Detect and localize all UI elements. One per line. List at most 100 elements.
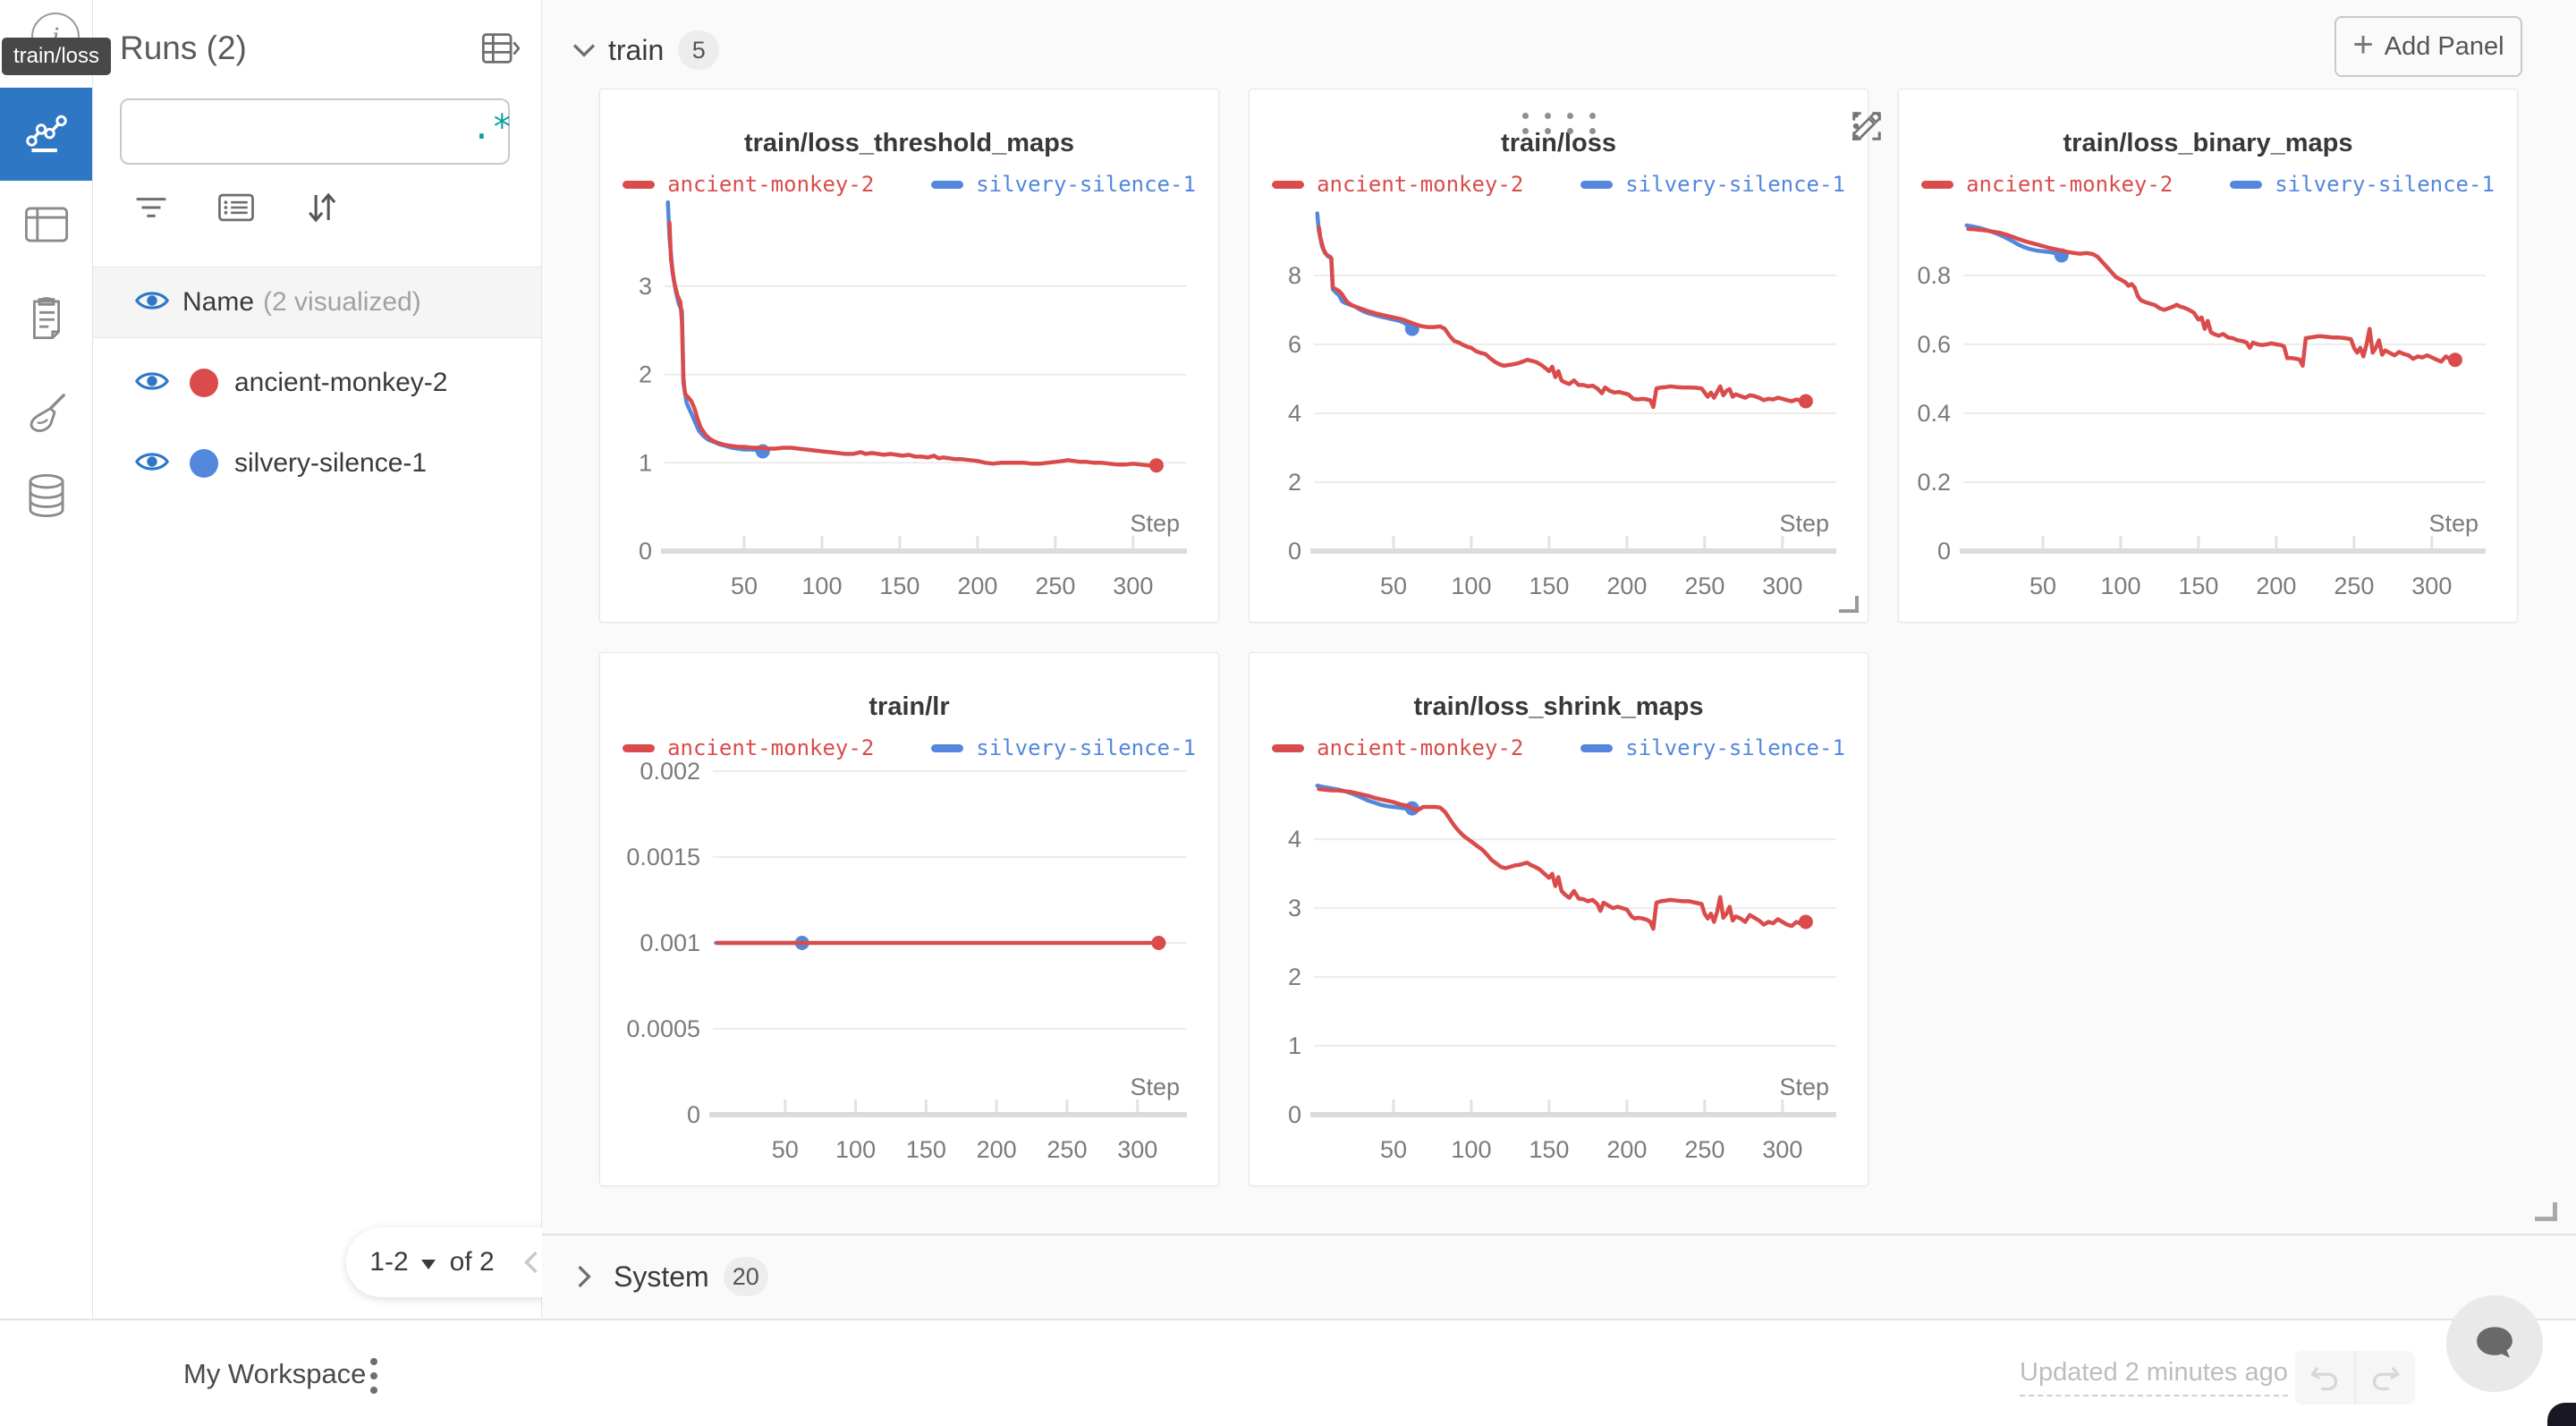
run-row-ancient-monkey-2[interactable]: ancient-monkey-2 [93, 351, 541, 415]
run-color-dot[interactable] [190, 369, 218, 397]
chart-panel-train/lr[interactable]: train/lr ancient-monkey-2 silvery-silence-… [599, 652, 1219, 1186]
chart-canvas[interactable]: 0 0.2 0.4 0.6 0.8 50 100 150 200 250 300 Step [1899, 89, 2519, 624]
sidebar-item-sweeps[interactable] [0, 368, 92, 461]
regex-toggle-icon[interactable]: .* [471, 107, 513, 147]
runs-name-header-row[interactable]: Name (2 visualized) [93, 267, 541, 338]
x-tick-label: 250 [1046, 1136, 1087, 1163]
x-tick-label: 150 [906, 1136, 946, 1163]
workspace-menu-icon[interactable] [365, 1353, 383, 1399]
x-tick-label: 150 [879, 573, 919, 599]
run-row-silvery-silence-1[interactable]: silvery-silence-1 [93, 431, 541, 496]
chart-panel-train/loss_threshold_maps[interactable]: train/loss_threshold_maps ancient-monkey-… [599, 89, 1219, 623]
add-panel-label: Add Panel [2384, 31, 2504, 61]
eye-icon[interactable] [134, 287, 170, 318]
group-list-icon[interactable] [216, 191, 256, 229]
chart-panel-train/loss_binary_maps[interactable]: train/loss_binary_maps ancient-monkey-2 si… [1898, 89, 2518, 623]
expand-table-button[interactable] [480, 30, 520, 66]
redo-button[interactable] [2356, 1351, 2415, 1405]
x-tick-label: 300 [2411, 573, 2452, 599]
legend-item-ancient-monkey-2: ancient-monkey-2 [1272, 735, 1523, 760]
undo-icon [2310, 1367, 2338, 1391]
x-tick-label: 100 [801, 573, 842, 599]
eye-icon[interactable] [134, 448, 170, 480]
prev-page-icon[interactable] [520, 1249, 543, 1276]
series-line-ancient-monkey-2 [1317, 225, 1809, 410]
x-tick-label: 200 [2256, 573, 2296, 599]
x-tick-label: 200 [1606, 1136, 1647, 1163]
line-chart-icon [23, 109, 70, 160]
x-axis-title: Step [1779, 510, 1829, 537]
chevron-right-icon [578, 1265, 591, 1288]
chart-title: train/loss_threshold_maps [743, 129, 1075, 157]
section-system-label: System [614, 1260, 709, 1293]
section-resize-handle[interactable] [2535, 1202, 2557, 1221]
chart-canvas[interactable]: 0 1 2 3 50 100 150 200 250 300 Step [600, 89, 1220, 624]
chart-panel-train/loss[interactable]: train/loss ancient-monkey-2 silvery-silenc… [1249, 89, 1881, 624]
add-panel-button[interactable]: + Add Panel [2334, 16, 2522, 77]
series-end-dot-ancient-monkey-2 [1148, 458, 1164, 473]
section-divider [542, 1234, 2576, 1235]
x-tick-label: 50 [2029, 573, 2056, 599]
drag-handle-icon[interactable] [1516, 113, 1602, 134]
section-system-header[interactable]: System 20 [542, 1235, 2576, 1318]
x-tick-label: 50 [1380, 573, 1407, 599]
section-train-count: 5 [678, 30, 720, 70]
y-tick-label: 0.6 [1917, 331, 1951, 358]
table-icon [23, 204, 70, 250]
y-tick-label: 0.0015 [626, 844, 700, 870]
y-tick-label: 1 [639, 449, 652, 476]
page-range[interactable]: 1-2 [369, 1247, 409, 1277]
chart-canvas[interactable]: 0 0.0005 0.001 0.0015 0.002 50 100 150 200 250 300… [600, 653, 1220, 1187]
legend-swatch [623, 743, 656, 752]
legend-item-silvery-silence-1: silvery-silence-1 [931, 172, 1196, 197]
run-search-input[interactable] [145, 116, 471, 147]
run-name[interactable]: ancient-monkey-2 [234, 368, 448, 397]
updated-timestamp[interactable]: Updated 2 minutes ago [2020, 1358, 2288, 1396]
panel-kebab-icon[interactable] [1850, 109, 1862, 143]
x-tick-label: 300 [1117, 1136, 1157, 1163]
y-tick-label: 0 [1937, 538, 1951, 564]
chart-panel-train/loss_shrink_maps[interactable]: train/loss_shrink_maps ancient-monkey-2 si… [1249, 652, 1868, 1186]
sidebar-item-artifacts[interactable] [0, 451, 92, 544]
eye-icon[interactable] [134, 368, 170, 399]
series-line-ancient-monkey-2 [1317, 786, 1809, 931]
section-train-header[interactable]: train 5 [542, 7, 2576, 93]
run-color-dot[interactable] [190, 449, 218, 478]
y-tick-label: 6 [1288, 331, 1301, 358]
y-tick-label: 0.2 [1917, 469, 1951, 496]
legend-run-name: ancient-monkey-2 [1317, 172, 1524, 197]
legend-item-ancient-monkey-2: ancient-monkey-2 [623, 172, 874, 197]
x-axis-title: Step [1779, 1074, 1829, 1100]
legend-run-name: ancient-monkey-2 [1966, 172, 2174, 197]
legend-run-name: silvery-silence-1 [1625, 172, 1845, 197]
legend-run-name: silvery-silence-1 [1625, 735, 1845, 760]
y-tick-label: 0 [1288, 1101, 1301, 1128]
series-end-dot-ancient-monkey-2 [1798, 914, 1813, 929]
panel-resize-handle[interactable] [1839, 596, 1859, 613]
y-tick-label: 3 [1288, 895, 1301, 921]
filter-icon[interactable] [132, 191, 170, 228]
series-end-dot-ancient-monkey-2 [1151, 936, 1166, 950]
legend-run-name: ancient-monkey-2 [667, 172, 875, 197]
sidebar-item-logs[interactable] [0, 273, 92, 366]
chart-canvas[interactable]: 0 2 4 6 8 50 100 150 200 250 300 Step [1250, 89, 1869, 624]
x-tick-label: 300 [1762, 1136, 1802, 1163]
runs-panel-title: Runs (2) [120, 30, 247, 66]
chart-title: train/loss_shrink_maps [1413, 692, 1704, 721]
sort-icon[interactable] [302, 190, 340, 230]
page-size-caret-icon[interactable] [420, 1259, 436, 1269]
redo-icon [2372, 1367, 2400, 1391]
chat-fab[interactable] [2446, 1295, 2543, 1392]
chart-canvas[interactable]: 0 1 2 3 4 50 100 150 200 250 300 Step [1250, 653, 1869, 1187]
sidebar-item-charts[interactable] [0, 88, 92, 181]
legend-swatch [623, 180, 656, 189]
legend-run-name: ancient-monkey-2 [1317, 735, 1524, 760]
legend-item-ancient-monkey-2: ancient-monkey-2 [623, 735, 874, 760]
sidebar-item-table[interactable] [0, 180, 92, 273]
undo-button[interactable] [2295, 1351, 2356, 1405]
x-tick-label: 100 [2100, 573, 2140, 599]
workspace-title[interactable]: My Workspace [183, 1358, 367, 1389]
visualized-count: (2 visualized) [263, 287, 421, 317]
run-name[interactable]: silvery-silence-1 [234, 448, 428, 478]
x-axis-title: Step [2428, 510, 2479, 537]
